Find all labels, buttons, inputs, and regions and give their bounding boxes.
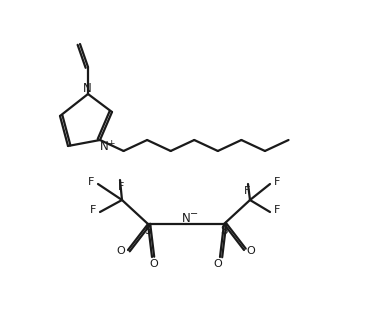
Text: F: F — [90, 205, 96, 215]
Text: F: F — [244, 186, 250, 196]
Text: N: N — [182, 212, 191, 225]
Text: +: + — [107, 139, 115, 148]
Text: O: O — [247, 246, 255, 256]
Text: F: F — [118, 182, 124, 192]
Text: O: O — [149, 259, 158, 269]
Text: O: O — [213, 259, 222, 269]
Text: F: F — [274, 177, 280, 187]
Text: −: − — [190, 209, 198, 219]
Text: F: F — [88, 177, 94, 187]
Text: S: S — [220, 225, 228, 237]
Text: F: F — [274, 205, 280, 215]
Text: N: N — [100, 140, 108, 154]
Text: N: N — [83, 82, 91, 95]
Text: S: S — [144, 225, 152, 237]
Text: O: O — [117, 246, 125, 256]
